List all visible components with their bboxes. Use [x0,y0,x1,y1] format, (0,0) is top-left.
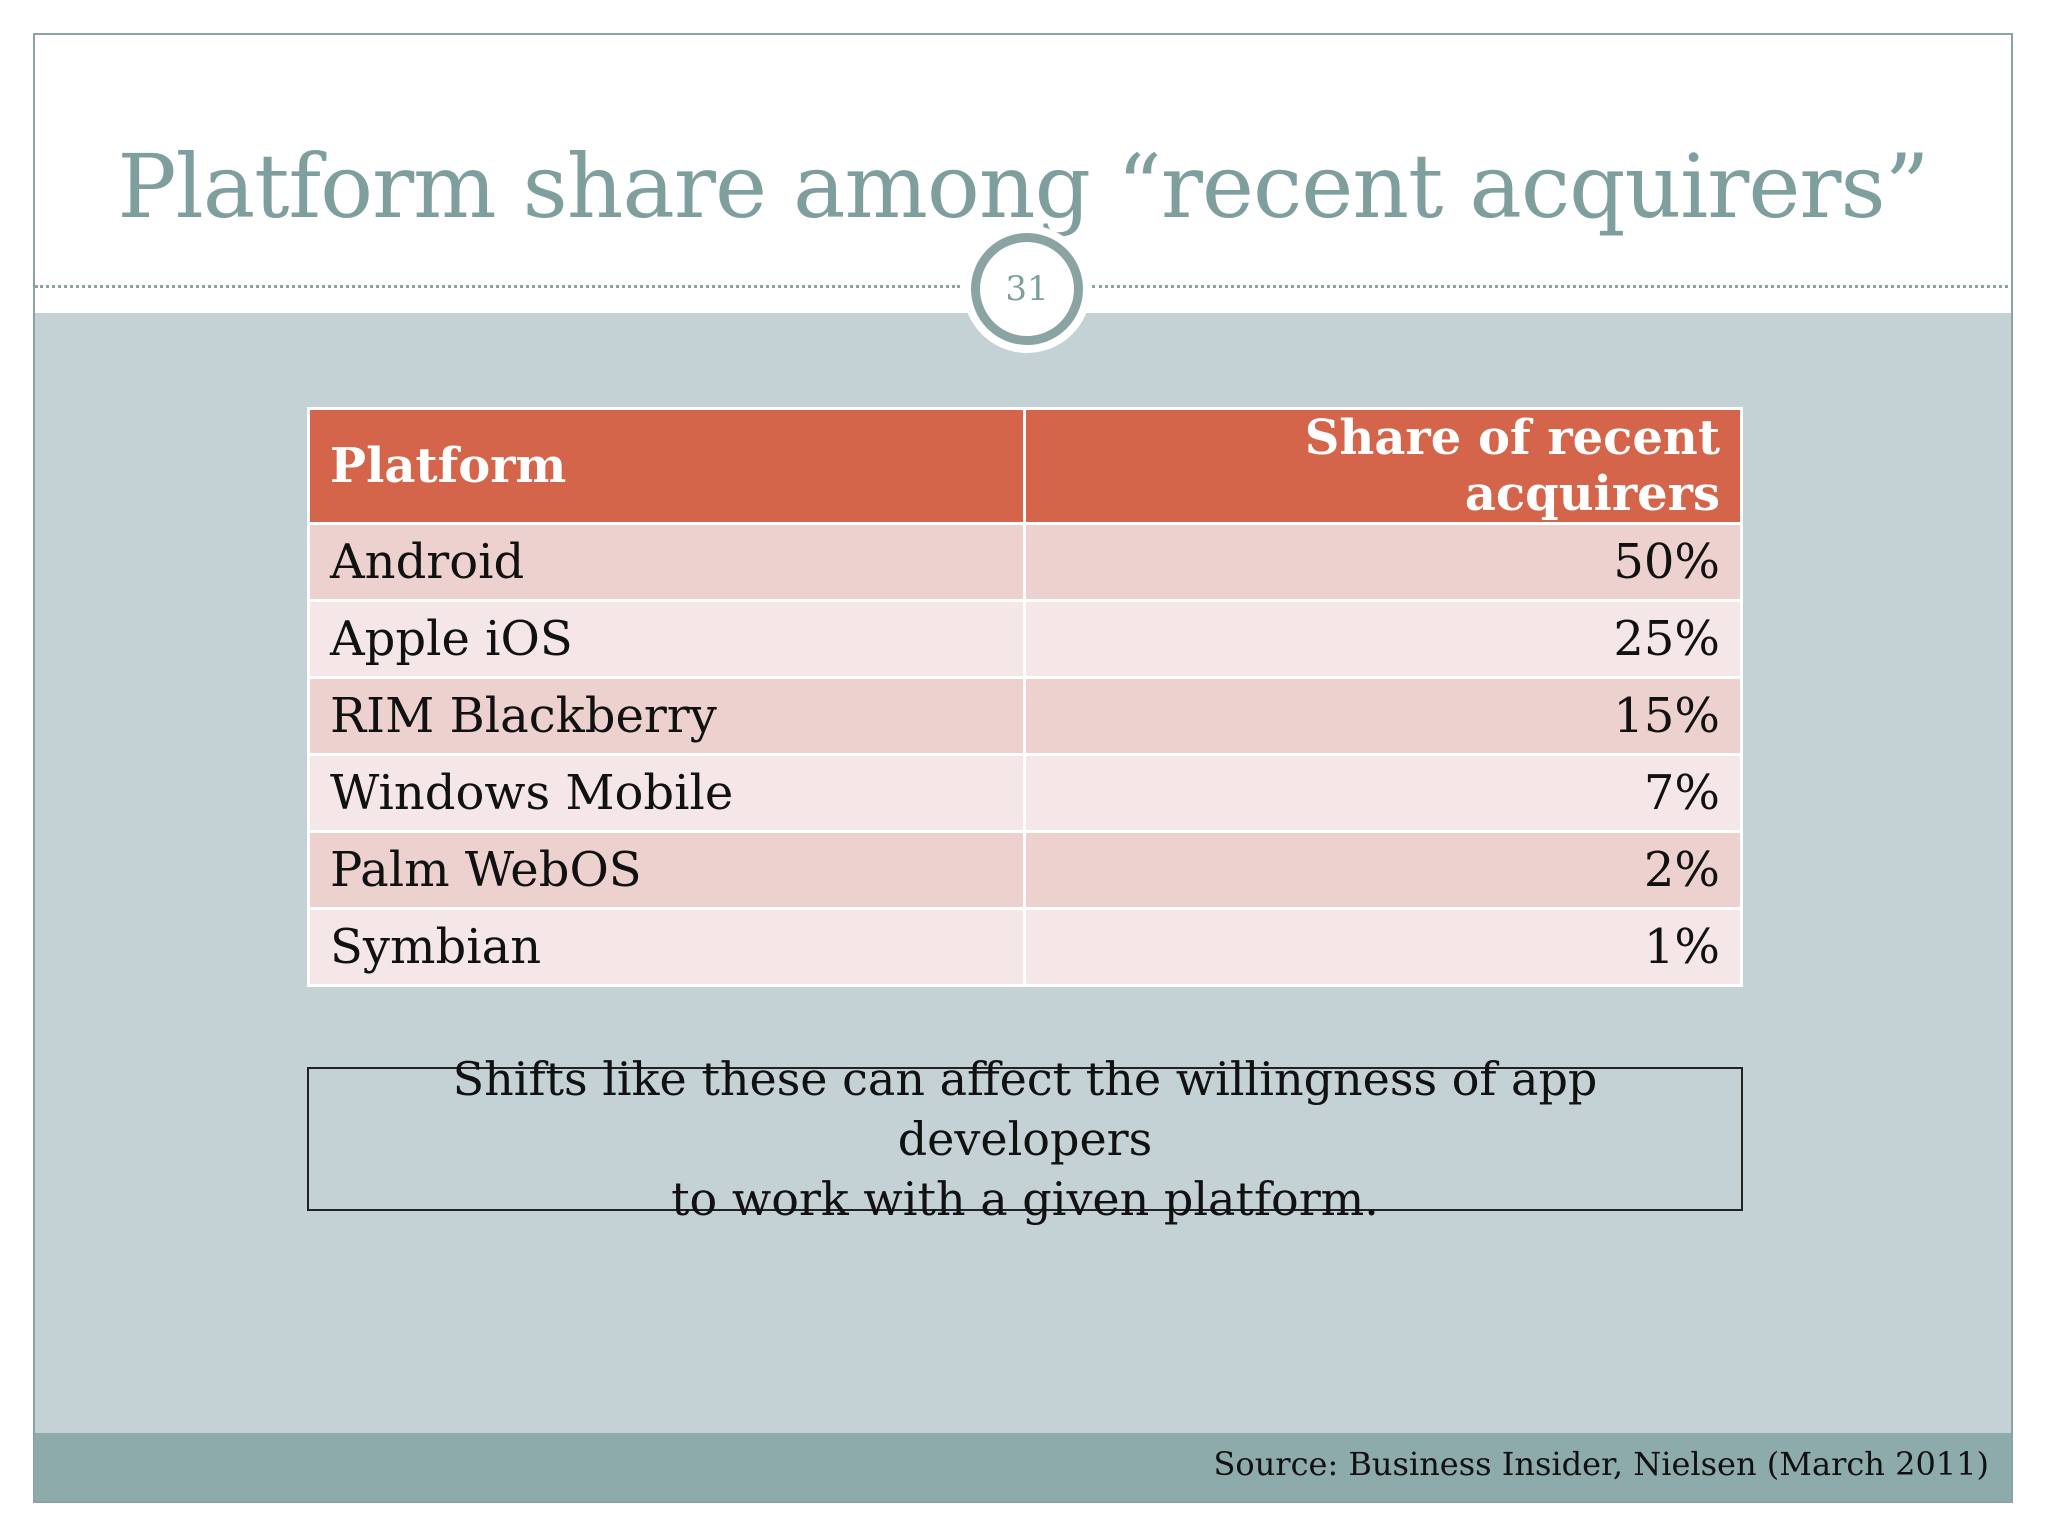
footer-band [35,1433,2011,1501]
header-share: Share of recent acquirers [1023,407,1743,525]
table-row: RIM Blackberry 15% [307,676,1743,756]
source-citation: Source: Business Insider, Nielsen (March… [1213,1445,1990,1483]
share-cell: 1% [1023,907,1743,987]
callout-note: Shifts like these can affect the willing… [307,1052,1743,1226]
table-row: Apple iOS 25% [307,599,1743,679]
slide-title: Platform share among “recent acquirers” [117,135,1929,238]
callout-line-1: Shifts like these can affect the willing… [452,1052,1598,1166]
callout-line-2: to work with a given platform. [671,1172,1379,1226]
divider-left [35,285,960,288]
slide-number: 31 [1005,269,1049,309]
platform-cell: Palm WebOS [307,830,1026,910]
table-row: Windows Mobile 7% [307,753,1743,833]
slide: Platform share among “recent acquirers” … [33,33,2013,1503]
platform-cell: RIM Blackberry [307,676,1026,756]
table-row: Symbian 1% [307,907,1743,987]
platform-cell: Android [307,522,1026,602]
platform-share-table: Platform Share of recent acquirers Andro… [307,407,1743,987]
divider-right [1092,285,2011,288]
table-row: Android 50% [307,522,1743,602]
platform-cell: Windows Mobile [307,753,1026,833]
share-cell: 50% [1023,522,1743,602]
share-cell: 15% [1023,676,1743,756]
share-cell: 25% [1023,599,1743,679]
table-row: Palm WebOS 2% [307,830,1743,910]
share-cell: 7% [1023,753,1743,833]
share-cell: 2% [1023,830,1743,910]
table-header-row: Platform Share of recent acquirers [307,407,1743,525]
slide-number-badge: 31 [971,233,1083,345]
header-platform: Platform [307,407,1026,525]
platform-cell: Apple iOS [307,599,1026,679]
platform-cell: Symbian [307,907,1026,987]
